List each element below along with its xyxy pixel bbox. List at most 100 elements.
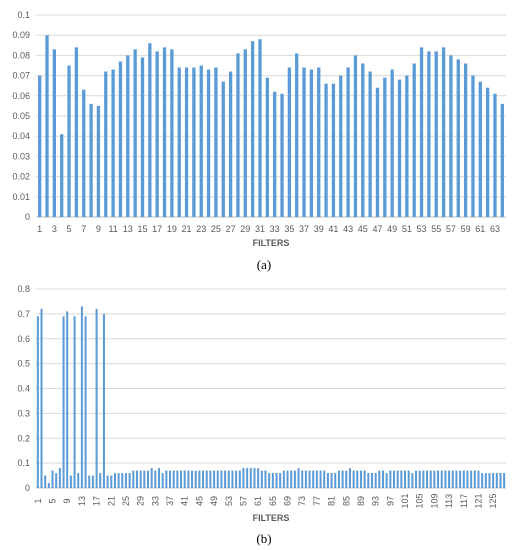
bar-a-31 xyxy=(258,39,262,217)
bar-b-95 xyxy=(381,470,385,488)
x-tick-label-a-7: 7 xyxy=(81,224,86,234)
x-tick-label-a-23: 23 xyxy=(196,224,206,234)
panel-label-b: (b) xyxy=(256,531,271,546)
bar-b-127 xyxy=(499,473,502,488)
bar-b-65 xyxy=(271,473,274,488)
bar-b-91 xyxy=(367,473,370,488)
x-tick-label-b-105: 105 xyxy=(415,493,425,508)
y-tick-label-b-6: 0.6 xyxy=(17,334,30,344)
y-tick-label-a-6: 0.06 xyxy=(12,91,30,101)
bar-b-42 xyxy=(187,470,190,488)
x-tick-label-a-25: 25 xyxy=(211,224,221,234)
x-tick-label-b-121: 121 xyxy=(473,493,483,508)
bar-a-23 xyxy=(199,65,203,217)
bar-b-60 xyxy=(253,468,256,488)
bar-b-56 xyxy=(238,470,241,488)
x-tick-label-b-81: 81 xyxy=(327,496,337,506)
bar-b-46 xyxy=(202,470,205,488)
bar-a-35 xyxy=(287,67,292,218)
bar-b-116 xyxy=(459,470,462,488)
y-tick-label-a-9: 0.09 xyxy=(12,30,30,40)
bar-b-75 xyxy=(308,470,311,488)
x-tick-label-b-73: 73 xyxy=(297,496,307,506)
bar-b-76 xyxy=(312,470,315,488)
bar-a-50 xyxy=(397,79,402,217)
bar-b-24 xyxy=(121,473,124,488)
x-tick-label-a-61: 61 xyxy=(475,224,485,234)
bar-b-7 xyxy=(58,468,61,488)
bar-b-67 xyxy=(279,473,282,488)
bar-a-28 xyxy=(236,53,240,217)
bar-b-84 xyxy=(341,470,344,488)
bar-a-37 xyxy=(302,67,306,218)
x-tick-label-a-53: 53 xyxy=(417,224,427,234)
bar-b-14 xyxy=(84,316,87,488)
bar-b-64 xyxy=(268,473,271,488)
bar-b-18 xyxy=(99,473,102,488)
bar-b-22 xyxy=(113,473,116,488)
x-tick-label-a-47: 47 xyxy=(372,224,382,234)
bar-a-12 xyxy=(118,61,123,218)
bar-b-41 xyxy=(183,470,186,488)
bar-a-49 xyxy=(390,69,394,217)
x-tick-label-a-55: 55 xyxy=(431,224,441,234)
bar-a-55 xyxy=(434,51,438,217)
y-tick-label-b-2: 0.2 xyxy=(17,433,30,443)
bar-b-27 xyxy=(132,470,135,488)
x-tick-label-b-37: 37 xyxy=(165,496,175,506)
bar-a-33 xyxy=(273,91,277,217)
bar-b-57 xyxy=(242,468,245,488)
y-tick-label-a-2: 0.02 xyxy=(12,172,30,182)
x-tick-label-a-49: 49 xyxy=(387,224,397,234)
bar-b-96 xyxy=(385,473,388,488)
bar-b-107 xyxy=(426,470,429,488)
x-tick-label-b-113: 113 xyxy=(444,494,454,508)
bar-a-59 xyxy=(463,63,468,218)
bar-b-62 xyxy=(260,470,263,488)
bar-b-128 xyxy=(503,473,506,488)
x-tick-label-a-31: 31 xyxy=(255,224,265,234)
bar-b-11 xyxy=(73,316,76,488)
x-tick-label-a-63: 63 xyxy=(490,224,500,234)
bar-b-68 xyxy=(282,470,285,488)
bar-b-51 xyxy=(220,470,223,488)
bar-a-44 xyxy=(353,55,358,218)
x-tick-label-b-25: 25 xyxy=(121,496,131,506)
bar-b-77 xyxy=(315,470,318,488)
y-tick-label-a-3: 0.03 xyxy=(12,151,30,161)
y-tick-label-a-0: 0 xyxy=(25,212,30,222)
x-tick-label-b-17: 17 xyxy=(92,496,102,506)
bar-b-17 xyxy=(95,308,98,488)
bar-a-9 xyxy=(96,105,101,217)
bar-a-45 xyxy=(361,63,365,218)
y-tick-label-a-10: 0.1 xyxy=(17,10,30,20)
bar-a-38 xyxy=(309,69,314,217)
bar-b-80 xyxy=(326,473,329,488)
bar-b-54 xyxy=(231,470,234,488)
bar-b-71 xyxy=(293,470,296,488)
bar-b-55 xyxy=(235,470,238,488)
x-tick-label-b-69: 69 xyxy=(283,496,293,506)
bar-a-57 xyxy=(449,55,453,218)
bar-b-39 xyxy=(176,470,179,488)
bar-b-61 xyxy=(257,468,260,488)
chart-b: 0 0.1 0.2 0.3 0.4 0.5 0.6 0.7 0.8 1 5 9 13 17 21 25 29 33… xyxy=(17,284,506,546)
bar-a-60 xyxy=(471,75,475,217)
x-tick-label-b-41: 41 xyxy=(180,496,190,506)
bar-a-32 xyxy=(265,77,269,218)
bar-b-113 xyxy=(448,470,451,488)
y-tick-label-a-1: 0.01 xyxy=(12,192,30,202)
bar-a-36 xyxy=(295,53,299,217)
bar-a-63 xyxy=(493,93,497,217)
x-tick-label-b-57: 57 xyxy=(238,496,248,506)
bar-b-16 xyxy=(91,475,94,488)
bar-a-18 xyxy=(162,47,167,217)
x-tick-label-a-45: 45 xyxy=(358,224,368,234)
x-tick-label-b-117: 117 xyxy=(459,494,469,508)
bar-a-58 xyxy=(456,59,460,217)
bar-b-8 xyxy=(62,316,65,488)
bar-b-108 xyxy=(429,470,432,488)
bar-b-10 xyxy=(69,475,72,488)
